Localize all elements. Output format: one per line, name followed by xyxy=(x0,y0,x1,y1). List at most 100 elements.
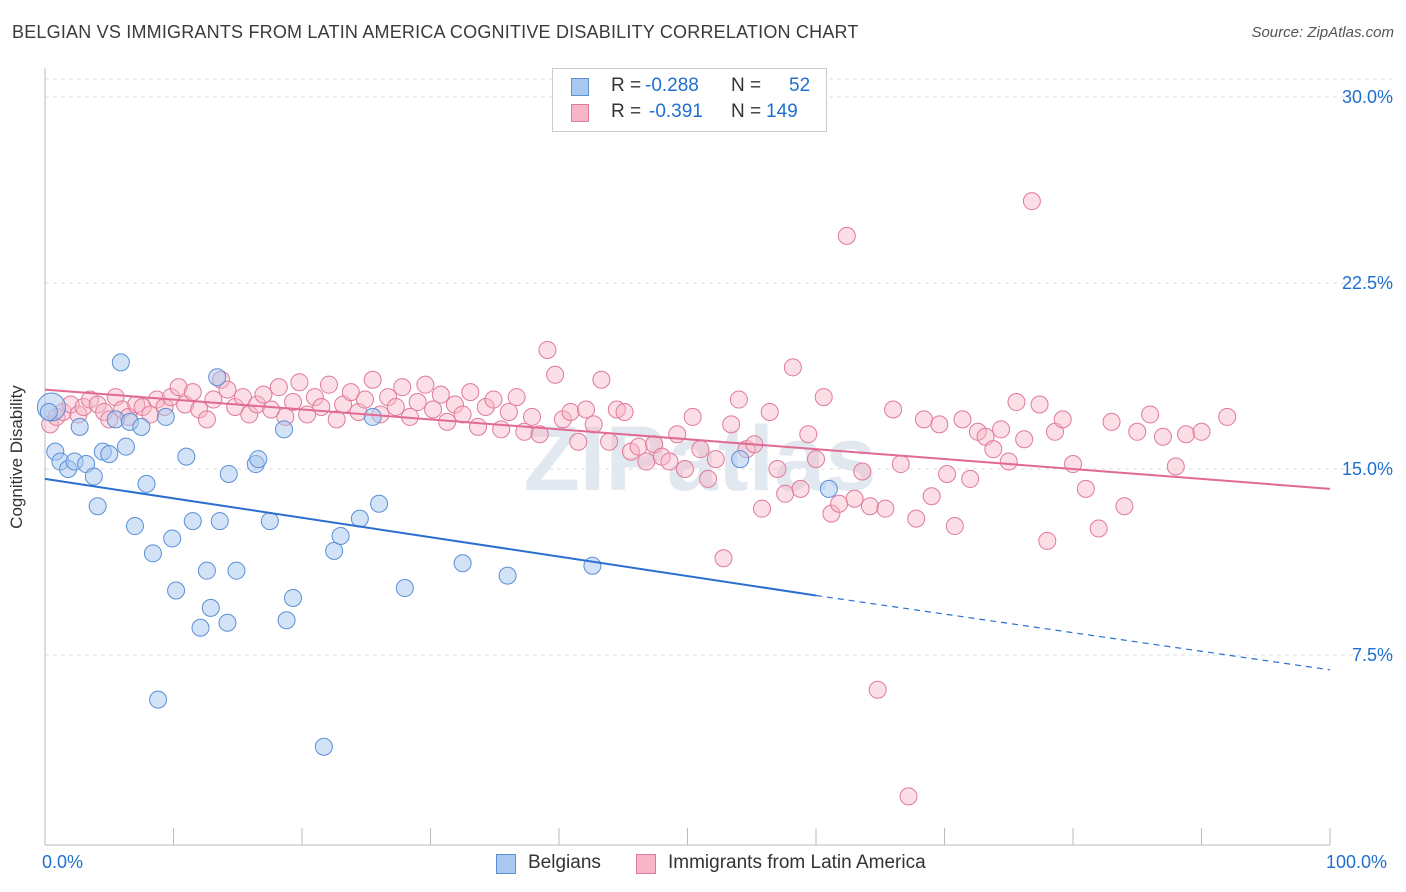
point-belgians-32 xyxy=(227,561,246,580)
chart-title: BELGIAN VS IMMIGRANTS FROM LATIN AMERICA… xyxy=(12,22,859,42)
legend-swatch-latin xyxy=(571,104,589,122)
point-latin-142 xyxy=(1128,422,1147,441)
point-belgians-42 xyxy=(350,509,369,528)
point-latin-79 xyxy=(615,402,634,421)
point-latin-112 xyxy=(868,680,887,699)
legend-r-label: R = xyxy=(611,75,642,96)
point-latin-105 xyxy=(814,388,833,407)
point-latin-63 xyxy=(492,420,511,439)
point-latin-124 xyxy=(961,469,980,488)
point-belgians-7 xyxy=(84,467,103,486)
legend-r-label: R = xyxy=(611,101,642,122)
legend-row-belgians: R = -0.288 N = 52 xyxy=(553,75,826,99)
point-latin-143 xyxy=(1141,405,1160,424)
point-belgians-24 xyxy=(183,512,202,531)
y-tick-labels: 7.5% 15.0% 22.5% 30.0% xyxy=(1342,87,1393,665)
point-latin-107 xyxy=(830,494,849,513)
point-latin-85 xyxy=(660,452,679,471)
y-tick-label-1: 15.0% xyxy=(1342,459,1393,479)
source-label: Source: ZipAtlas.com xyxy=(1251,24,1394,41)
point-latin-36 xyxy=(290,373,309,392)
point-belgians-36 xyxy=(275,420,294,439)
point-latin-48 xyxy=(379,388,398,407)
point-latin-127 xyxy=(984,440,1003,459)
point-latin-23 xyxy=(197,410,216,429)
point-latin-77 xyxy=(600,432,619,451)
point-belgians-20 xyxy=(156,407,175,426)
point-latin-113 xyxy=(876,499,895,518)
point-latin-74 xyxy=(576,400,595,419)
legend-row-latin: R = -0.391 N = 149 xyxy=(553,101,826,125)
point-belgians-8 xyxy=(88,497,107,516)
point-latin-58 xyxy=(453,405,472,424)
bottom-legend-swatch-latin xyxy=(636,854,656,874)
point-latin-59 xyxy=(461,383,480,402)
point-latin-39 xyxy=(312,398,331,416)
point-latin-88 xyxy=(683,407,702,426)
point-latin-129 xyxy=(999,452,1018,471)
point-latin-114 xyxy=(884,400,903,419)
point-belgians-30 xyxy=(218,613,237,632)
point-latin-27 xyxy=(226,398,245,416)
point-latin-40 xyxy=(319,375,338,394)
point-belgians-37 xyxy=(277,611,296,630)
point-latin-121 xyxy=(938,464,957,483)
point-belgians-18 xyxy=(143,544,162,563)
point-belgians-29 xyxy=(210,512,229,531)
bottom-legend-swatch-belgians xyxy=(496,854,516,874)
point-latin-145 xyxy=(1166,457,1185,476)
legend-r-value: -0.288 xyxy=(645,75,699,96)
point-latin-89 xyxy=(691,440,710,459)
point-latin-100 xyxy=(776,484,795,503)
point-latin-7 xyxy=(88,395,107,414)
point-belgians-5 xyxy=(70,417,89,436)
point-belgians-26 xyxy=(197,561,216,580)
point-latin-110 xyxy=(853,462,872,481)
point-latin-49 xyxy=(386,398,405,416)
point-latin-118 xyxy=(914,410,933,429)
axes xyxy=(44,68,1331,846)
point-belgians-41 xyxy=(331,526,350,545)
point-belgians-28 xyxy=(208,368,227,387)
legend-swatch-belgians xyxy=(571,78,589,96)
point-latin-62 xyxy=(484,390,503,409)
point-belgians-43 xyxy=(363,407,382,426)
point-latin-31 xyxy=(254,385,273,404)
point-belgians-31 xyxy=(219,464,238,483)
correlation-legend: R = -0.288 N = 52 R = -0.391 N = 149 xyxy=(552,68,827,132)
point-latin-50 xyxy=(393,378,412,397)
point-latin-5 xyxy=(74,398,93,416)
point-latin-35 xyxy=(284,393,303,412)
bottom-legend-label-belgians: Belgians xyxy=(528,852,601,873)
trend-belgians-extension xyxy=(815,594,1331,671)
point-belgians-12 xyxy=(111,353,130,372)
point-belgians-47 xyxy=(498,566,517,585)
point-latin-91 xyxy=(706,450,725,469)
point-latin-21 xyxy=(183,383,202,402)
point-belgians-35 xyxy=(260,512,279,531)
point-belgians-27 xyxy=(201,598,220,617)
legend-n-value: 149 xyxy=(766,101,798,122)
point-belgians-44 xyxy=(370,494,389,513)
point-latin-75 xyxy=(584,415,603,434)
point-latin-87 xyxy=(675,460,694,478)
point-latin-119 xyxy=(922,487,941,506)
point-latin-86 xyxy=(668,425,687,444)
point-latin-14 xyxy=(133,398,152,416)
point-belgians-38 xyxy=(284,588,303,607)
point-latin-72 xyxy=(561,402,580,421)
point-latin-60 xyxy=(469,417,488,436)
legend-n-label: N = xyxy=(731,75,762,96)
point-latin-106 xyxy=(822,504,841,523)
point-latin-134 xyxy=(1038,531,1057,550)
point-belgians-16 xyxy=(132,417,151,436)
legend-n-value: 52 xyxy=(789,75,811,96)
point-latin-120 xyxy=(930,415,949,434)
point-belgians-40 xyxy=(325,541,344,560)
point-latin-108 xyxy=(837,226,856,245)
point-belgians-23 xyxy=(177,447,196,466)
point-latin-92 xyxy=(714,549,733,568)
point-latin-101 xyxy=(783,358,802,377)
point-belgians-34 xyxy=(249,450,268,469)
point-latin-138 xyxy=(1076,479,1095,498)
